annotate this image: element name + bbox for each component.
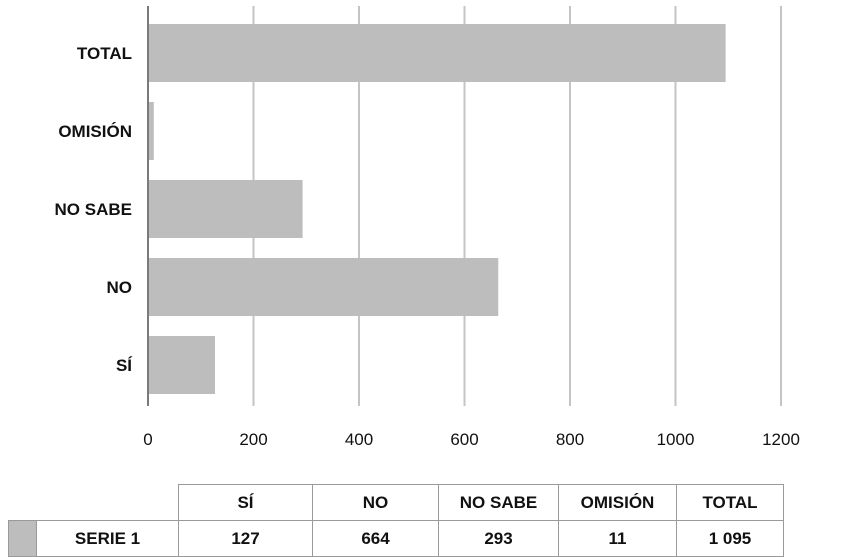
bars [148,24,726,394]
table-header-total: TOTAL [676,484,784,521]
bar-omisión [148,102,154,160]
table-value-no: 664 [312,520,439,557]
bar-chart: TOTAL OMISIÓN NO SABE NO SÍ 0 200 400 600 800 100… [55,6,800,449]
table-value-no-sabe: 293 [438,520,559,557]
category-labels: TOTAL OMISIÓN NO SABE NO SÍ [55,44,134,375]
category-label: NO [107,278,133,297]
bar-total [148,24,726,82]
table-value-omision: 11 [558,520,677,557]
table-value-si: 127 [178,520,313,557]
table-header-no: NO [312,484,439,521]
bar-sí [148,336,215,394]
x-tick-label: 1200 [762,430,800,449]
category-label: SÍ [116,356,133,375]
table-value-total: 1 095 [676,520,784,557]
data-table: SÍ NO NO SABE OMISIÓN TOTAL SERIE 1 127 … [8,484,784,557]
table-header-no-sabe: NO SABE [438,484,559,521]
x-tick-label: 200 [239,430,267,449]
x-tick-label: 400 [345,430,373,449]
series-swatch [8,520,37,557]
table-header-si: SÍ [178,484,313,521]
table-header-omision: OMISIÓN [558,484,677,521]
table-row: SERIE 1 127 664 293 11 1 095 [8,520,784,557]
x-tick-label: 800 [556,430,584,449]
bar-no-sabe [148,180,303,238]
x-tick-labels: 0 200 400 600 800 1000 1200 [143,430,800,449]
x-tick-label: 600 [450,430,478,449]
category-label: NO SABE [55,200,132,219]
x-tick-label: 1000 [657,430,695,449]
bar-no [148,258,499,316]
x-tick-label: 0 [143,430,152,449]
category-label: TOTAL [77,44,132,63]
category-label: OMISIÓN [58,122,132,141]
table-header-row: SÍ NO NO SABE OMISIÓN TOTAL [9,484,784,521]
series-label: SERIE 1 [36,520,179,557]
